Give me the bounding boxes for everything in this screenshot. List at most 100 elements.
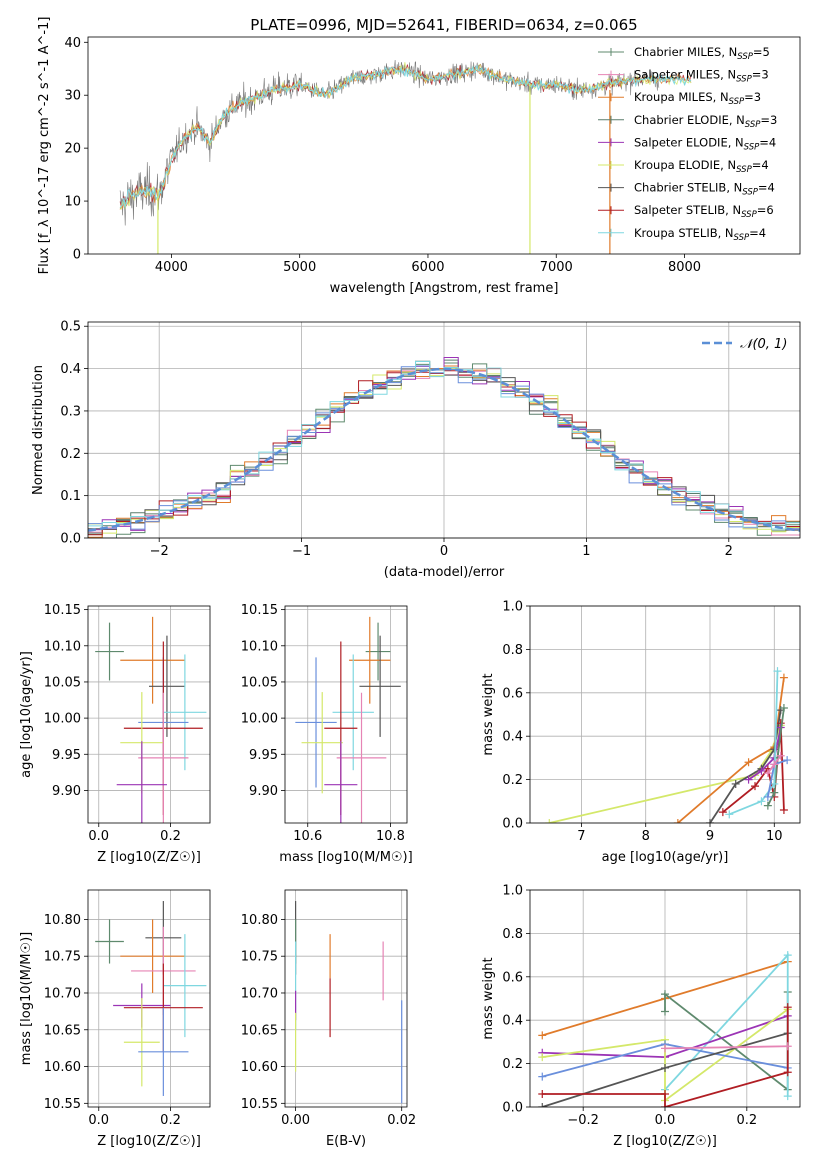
- y-tick-label: 9.95: [249, 748, 278, 763]
- errorbar-point: [324, 741, 358, 823]
- plus-marker: [751, 782, 759, 791]
- x-tick-label: 1: [582, 544, 590, 559]
- x-axis-label: Z [log10(Z/Z☉)]: [613, 1134, 717, 1149]
- model-spectrum: [119, 65, 692, 209]
- axes-frame: [87, 889, 211, 1108]
- plus-marker: [538, 1053, 547, 1062]
- y-tick-label: 10.70: [241, 986, 278, 1001]
- errorbar-point: [95, 622, 124, 681]
- x-tick-label: 0.00: [281, 1113, 310, 1128]
- y-tick-label: 10.55: [44, 1097, 81, 1112]
- y-tick-label: 0.4: [502, 730, 523, 745]
- x-axis-label: (data-model)/error: [384, 565, 505, 580]
- plus-marker: [538, 1031, 547, 1040]
- x-tick-label: 0.0: [88, 829, 109, 844]
- plus-marker: [779, 703, 788, 712]
- x-tick-label: 10.6: [293, 829, 322, 844]
- x-axis-label: Z [log10(Z/Z☉)]: [97, 850, 201, 865]
- y-axis-label: mass weight: [481, 957, 496, 1039]
- plus-marker: [779, 805, 788, 814]
- y-tick-label: 10.15: [241, 603, 278, 618]
- y-tick-label: 10.75: [241, 950, 278, 965]
- plus-marker: [783, 1092, 792, 1101]
- y-tick-label: 0.8: [502, 927, 523, 942]
- x-axis-label: E(B-V): [326, 1134, 366, 1149]
- plus-marker: [661, 1044, 669, 1053]
- y-axis-label: mass weight: [481, 673, 496, 755]
- plot-area: [545, 667, 792, 823]
- y-tick-label: 1.0: [502, 884, 523, 899]
- x-tick-label: 7000: [540, 260, 573, 275]
- plus-marker: [661, 1089, 669, 1098]
- plus-marker: [538, 1072, 547, 1081]
- plot-area: [119, 59, 692, 254]
- errorbar-point: [120, 616, 185, 704]
- y-tick-label: 40: [64, 36, 81, 51]
- y-axis-label: age [log10(age/yr)]: [19, 651, 34, 778]
- plus-marker: [744, 758, 753, 767]
- y-tick-label: 0: [73, 248, 81, 263]
- x-tick-label: 2: [725, 544, 733, 559]
- x-tick-label: −2: [150, 544, 169, 559]
- weight-line: [542, 1007, 789, 1107]
- axes: 0.0 0.2 9.90 9.95 10.00 10.05 10.10 10.15 Z [log…: [19, 603, 211, 865]
- y-tick-label: 0.6: [502, 970, 523, 985]
- legend-label: Salpeter STELIB, NSSP=6: [634, 203, 774, 220]
- grid: [285, 890, 407, 1107]
- y-tick-label: 10.65: [44, 1023, 81, 1038]
- x-tick-label: 8: [642, 829, 650, 844]
- y-tick-label: 10.75: [44, 950, 81, 965]
- plot-area: [295, 616, 401, 823]
- y-axis-label: mass [log10(M/M☉)]: [19, 932, 34, 1065]
- x-tick-label: 10.8: [376, 829, 405, 844]
- grid: [285, 606, 407, 823]
- legend-label: 𝒩(0, 1): [740, 337, 787, 352]
- grid: [530, 605, 800, 824]
- y-tick-label: 0.0: [502, 817, 523, 832]
- plus-marker: [545, 819, 554, 823]
- panel-age-vs-mass: 10.6 10.8 9.90 9.95 10.00 10.05 10.10 10.15 mass…: [241, 603, 413, 865]
- panel-residual-histogram: −2 −1 0 1 2 0.0 0.1 0.2 0.3 0.4 0.5 (data-model)/er…: [31, 320, 801, 580]
- axes: −2 −1 0 1 2 0.0 0.1 0.2 0.3 0.4 0.5 (data-model)/er…: [31, 320, 801, 580]
- plus-marker: [757, 797, 766, 806]
- y-tick-label: 0.5: [60, 320, 81, 335]
- axes: 0.0 0.2 10.55 10.60 10.65 10.70 10.75 10.80 Z [l…: [19, 889, 211, 1149]
- plus-marker: [661, 1103, 669, 1107]
- panel-spectrum: 4000 5000 6000 7000 8000 0 10 20 30 40 wavelength …: [37, 17, 801, 296]
- y-tick-label: 0.0: [502, 1101, 523, 1116]
- x-tick-label: −1: [292, 544, 311, 559]
- y-tick-label: 10.15: [44, 603, 81, 618]
- x-axis-label: Z [log10(Z/Z☉)]: [97, 1134, 201, 1149]
- x-tick-label: 10: [766, 829, 783, 844]
- x-tick-label: 5000: [283, 260, 316, 275]
- y-tick-label: 1.0: [502, 600, 523, 615]
- axes-frame: [284, 605, 408, 824]
- plus-marker: [661, 1063, 669, 1072]
- axes-frame: [529, 605, 801, 824]
- weight-line: [677, 677, 785, 823]
- y-tick-label: 9.90: [52, 784, 81, 799]
- x-tick-label: 7: [577, 829, 585, 844]
- x-tick-label: 4000: [155, 260, 188, 275]
- y-tick-label: 0.0: [60, 532, 81, 547]
- grid: [88, 606, 210, 823]
- histogram-step: [88, 356, 800, 531]
- plus-marker: [706, 819, 714, 823]
- legend-label: Chabrier MILES, NSSP=5: [634, 45, 770, 62]
- plus-marker: [776, 751, 785, 760]
- observed-spectrum: [119, 59, 660, 226]
- errorbar-point: [163, 934, 207, 1038]
- plot-area: [95, 616, 207, 823]
- axes: 7 8 9 10 0.0 0.2 0.4 0.6 0.8 1.0 age [log10(age/yr…: [481, 600, 801, 865]
- y-tick-label: 10.00: [241, 712, 278, 727]
- errorbar-point: [123, 998, 160, 1087]
- x-tick-label: 0.0: [88, 1113, 109, 1128]
- plus-marker: [779, 673, 788, 682]
- errorbar-point: [95, 919, 124, 964]
- weight-line: [664, 1045, 788, 1050]
- x-axis-label: mass [log10(M/M☉)]: [279, 850, 412, 865]
- panel-weight-vs-age: 7 8 9 10 0.0 0.2 0.4 0.6 0.8 1.0 age [log10(age/yr…: [481, 600, 801, 865]
- y-tick-label: 20: [64, 142, 81, 157]
- weight-line: [767, 707, 785, 807]
